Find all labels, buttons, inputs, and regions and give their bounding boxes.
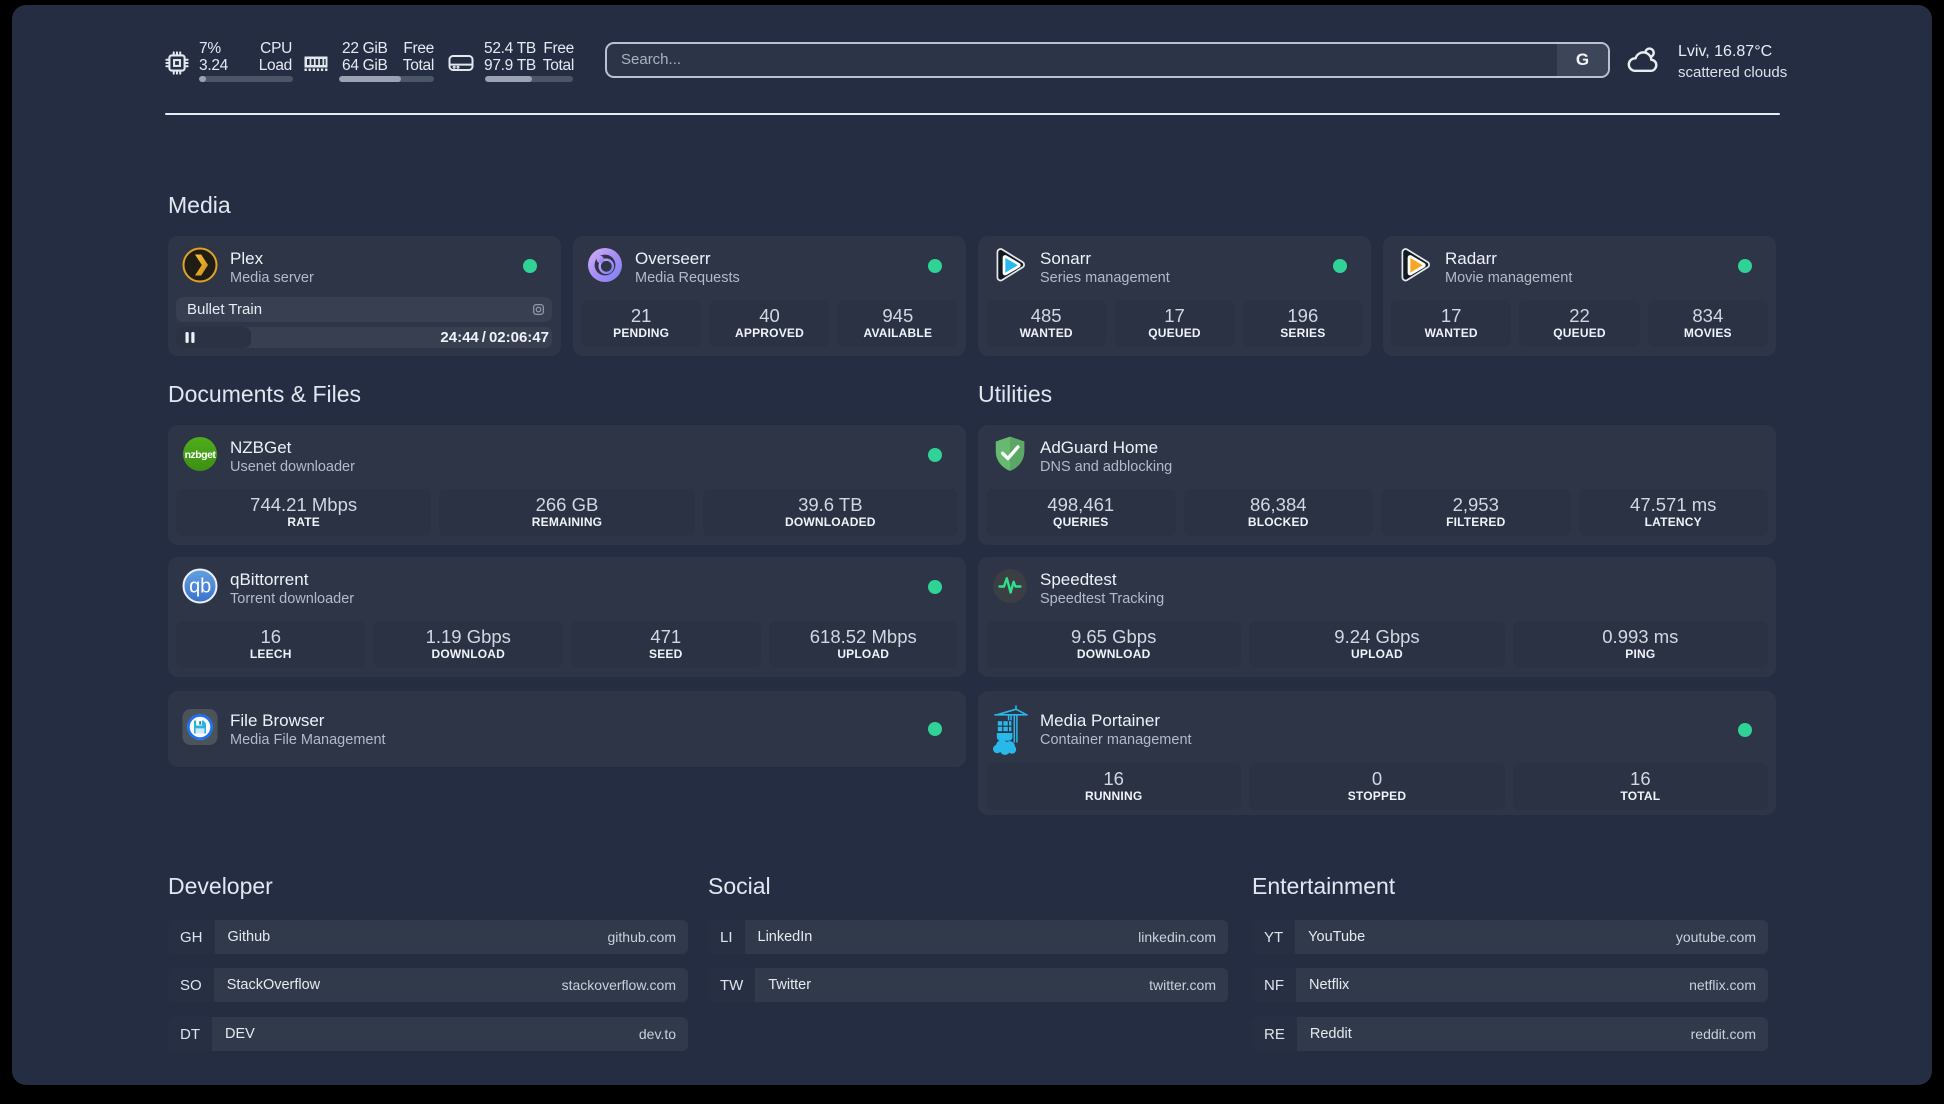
svg-text:qb: qb bbox=[189, 576, 211, 598]
svg-text:nzbget: nzbget bbox=[185, 449, 217, 461]
